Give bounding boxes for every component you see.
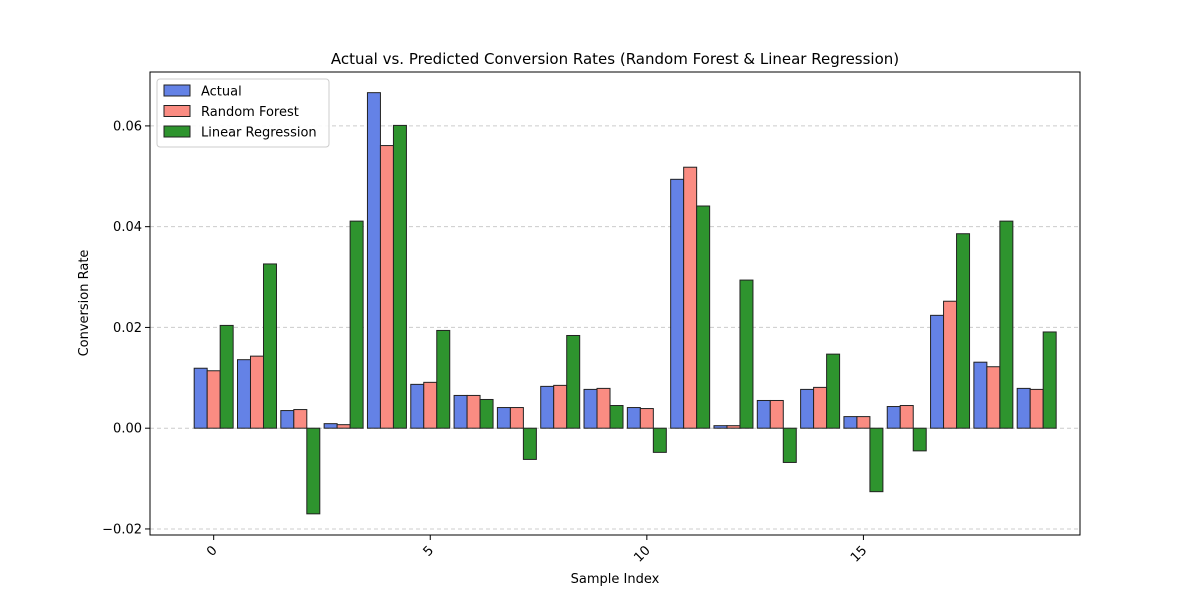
bar-random-forest [943, 300, 958, 429]
bars [193, 92, 1057, 515]
bar-random-forest [1029, 388, 1044, 429]
bar-linear-regression [262, 263, 277, 429]
legend-label: Actual [201, 85, 242, 100]
bar-actual [540, 385, 555, 429]
bar-actual [670, 178, 685, 429]
bar-random-forest [683, 166, 698, 429]
bar-actual [280, 410, 295, 429]
legend-swatch [163, 105, 191, 117]
y-axis-label: Conversion Rate [77, 250, 92, 357]
y-tick-label: −0.02 [102, 522, 142, 537]
legend: Actual Random Forest Linear Regression [156, 78, 330, 148]
bar-linear-regression [349, 220, 364, 429]
bar-actual [973, 361, 988, 429]
x-axis-label: Sample Index [571, 572, 660, 587]
y-tick-label: 0.06 [113, 119, 142, 134]
bar-actual [843, 416, 858, 429]
bar-actual [583, 388, 598, 429]
bar-random-forest [856, 416, 871, 429]
bar-actual [930, 314, 945, 429]
bar-random-forest [509, 407, 524, 429]
bar-random-forest [899, 405, 914, 429]
legend-box [156, 78, 330, 148]
bar-linear-regression [566, 334, 581, 429]
bar-linear-regression [739, 279, 754, 429]
bar-actual [886, 406, 901, 429]
bar-actual [366, 92, 381, 429]
bar-linear-regression [999, 220, 1014, 429]
y-axis-ticks: −0.02 0.00 0.02 0.04 0.06 [102, 119, 150, 537]
bar-random-forest [726, 425, 741, 429]
bar-random-forest [336, 424, 351, 429]
legend-label: Linear Regression [201, 126, 317, 141]
bar-actual [1016, 387, 1031, 429]
bar-random-forest [769, 399, 784, 429]
plot-frame [149, 71, 1081, 536]
bar-linear-regression [956, 233, 971, 429]
bar-linear-regression [306, 427, 321, 515]
bar-random-forest [423, 381, 438, 429]
bar-random-forest [986, 366, 1001, 429]
legend-swatch [163, 84, 191, 97]
bar-actual [713, 425, 728, 429]
bar-random-forest [813, 386, 828, 429]
bar-linear-regression [219, 324, 234, 429]
bar-linear-regression [869, 427, 884, 493]
bar-actual [323, 423, 338, 429]
bar-linear-regression [479, 398, 494, 429]
y-tick-label: 0.02 [113, 321, 142, 336]
bar-random-forest [466, 394, 481, 429]
bar-random-forest [379, 145, 394, 429]
bar-linear-regression [782, 427, 797, 463]
bar-actual [236, 359, 251, 429]
bar-linear-regression [1042, 331, 1057, 429]
legend-swatch [163, 125, 191, 138]
bar-linear-regression [609, 405, 624, 429]
bar-linear-regression [826, 353, 841, 429]
bar-linear-regression [696, 205, 711, 429]
legend-label: Random Forest [201, 105, 299, 120]
bar-linear-regression [652, 427, 667, 453]
bar-random-forest [249, 355, 264, 429]
bar-linear-regression [522, 427, 537, 460]
bar-actual [410, 383, 425, 429]
bar-actual [453, 394, 468, 429]
bar-actual [756, 399, 771, 429]
bar-random-forest [639, 408, 654, 429]
bar-actual [800, 388, 815, 429]
bar-linear-regression [912, 427, 927, 452]
bar-linear-regression [392, 124, 407, 429]
bar-linear-regression [436, 329, 451, 429]
chart-title: Actual vs. Predicted Conversion Rates (R… [331, 50, 899, 68]
bar-actual [193, 367, 208, 429]
y-tick-label: 0.04 [113, 220, 142, 235]
y-tick-label: 0.00 [113, 422, 142, 437]
bar-random-forest [596, 387, 611, 429]
bar-random-forest [553, 384, 568, 429]
bar-actual [496, 407, 511, 429]
bar-actual [626, 407, 641, 429]
bar-random-forest [293, 409, 308, 429]
bar-random-forest [206, 370, 221, 429]
